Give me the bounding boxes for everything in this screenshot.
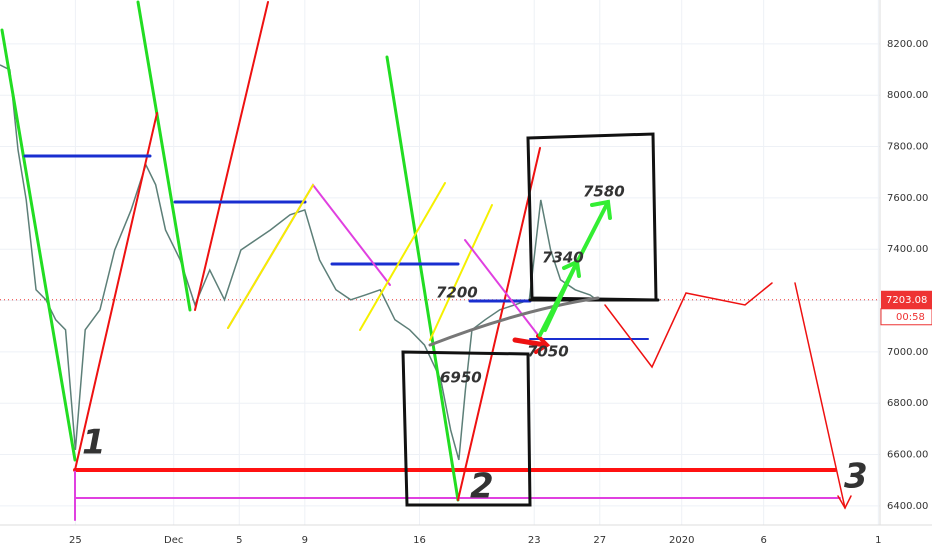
zigzag <box>464 239 539 336</box>
arrow-head <box>837 495 852 510</box>
trend-line <box>0 28 77 462</box>
y-tick-label: 7400.00 <box>887 244 928 255</box>
y-tick-label: 8000.00 <box>887 90 928 101</box>
x-tick-label: 6 <box>760 535 766 546</box>
curve <box>428 296 600 347</box>
y-tick-label: 7000.00 <box>887 347 928 358</box>
trend-line <box>74 112 158 471</box>
x-tick-label: 9 <box>302 535 308 546</box>
annotation: 6950 <box>440 369 482 387</box>
annotation: 1 <box>82 423 106 463</box>
countdown-label: 00:58 <box>896 312 925 323</box>
y-tick-label: 6400.00 <box>887 501 928 512</box>
x-tick-label: 16 <box>413 535 426 546</box>
price-tag <box>881 290 932 309</box>
projection <box>604 282 773 369</box>
countdown-tag <box>880 308 932 326</box>
trend-line <box>457 147 541 501</box>
y-tick-label: 6800.00 <box>887 398 928 409</box>
x-tick-label: 1 <box>875 535 881 546</box>
annotation: 7200 <box>436 284 478 302</box>
annotation: 7340 <box>542 249 584 267</box>
arrow <box>543 260 579 332</box>
projection <box>794 282 846 509</box>
annotation: 7050 <box>527 343 569 361</box>
box <box>401 350 532 507</box>
channel-line <box>429 204 493 341</box>
x-tick-label: 25 <box>69 535 82 546</box>
x-tick-label: 23 <box>528 535 541 546</box>
trend-line <box>136 0 192 312</box>
arrow-head <box>590 199 612 220</box>
x-tick-label: 27 <box>593 535 606 546</box>
x-tick-label: 5 <box>236 535 242 546</box>
annotation: 7580 <box>583 183 625 201</box>
channel-line <box>227 184 314 329</box>
x-tick-label: Dec <box>164 535 183 546</box>
y-tick-label: 8200.00 <box>887 39 928 50</box>
y-tick-label: 6600.00 <box>887 450 928 461</box>
drawings <box>0 0 852 521</box>
arrow <box>512 337 548 348</box>
arrow-head <box>562 259 581 278</box>
channel-line <box>359 182 446 331</box>
arrow-head <box>534 334 551 354</box>
price-tag-label: 7203.08 <box>886 295 927 306</box>
annotation: 3 <box>844 457 868 497</box>
trend-line <box>385 55 460 502</box>
trend-line <box>194 1 269 311</box>
y-tick-label: 7800.00 <box>887 142 928 153</box>
x-tick-label: 2020 <box>669 535 694 546</box>
y-tick-label: 7600.00 <box>887 193 928 204</box>
labels: 6400.006600.006800.007000.007200.007400.… <box>69 39 932 546</box>
annotation: 2 <box>470 467 494 507</box>
